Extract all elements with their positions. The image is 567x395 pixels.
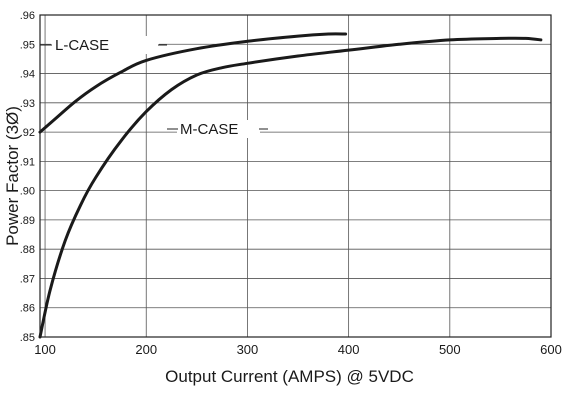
series-line-m-case: [38, 36, 543, 339]
series-lines: [38, 32, 543, 339]
x-tick-label: 600: [540, 342, 562, 357]
y-tick-label: .93: [20, 98, 35, 110]
y-axis-title: Power Factor (3Ø): [3, 106, 22, 246]
y-tick-label: .89: [20, 215, 35, 227]
x-tick-label: 400: [338, 342, 360, 357]
series-line-l-case: [38, 32, 348, 134]
y-tick-label: .94: [20, 69, 35, 81]
tick-labels: .85 .86 .87 .88 .89 .90 .91 .92 .93 .94 .95 .96 100 2…: [20, 10, 562, 357]
y-tick-label: .86: [20, 303, 35, 315]
y-tick-label: .88: [20, 244, 35, 256]
x-tick-label: 200: [135, 342, 157, 357]
y-tick-label: .92: [20, 127, 35, 139]
y-tick-label: .90: [20, 186, 35, 198]
annotation-m-case-label: M-CASE: [180, 121, 238, 138]
y-tick-label: .87: [20, 273, 35, 285]
plot-border: [39, 14, 552, 338]
plot-frame: [39, 14, 552, 338]
y-tick-label: .95: [20, 39, 35, 51]
y-tick-label: .85: [20, 332, 35, 344]
annotation-m-case-backdrop: [177, 120, 260, 138]
grid: [40, 14, 552, 338]
x-tick-label: 100: [34, 342, 56, 357]
annotation-l-case-backdrop: [51, 36, 159, 54]
y-tick-label: .96: [20, 10, 35, 22]
y-tick-label: .91: [20, 156, 35, 168]
x-axis-title: Output Current (AMPS) @ 5VDC: [165, 367, 414, 386]
x-tick-label: 500: [439, 342, 461, 357]
annotation-l-case-label: L-CASE: [55, 37, 109, 54]
x-tick-label: 300: [237, 342, 259, 357]
curve-annotations: L-CASE M-CASE: [40, 36, 268, 138]
